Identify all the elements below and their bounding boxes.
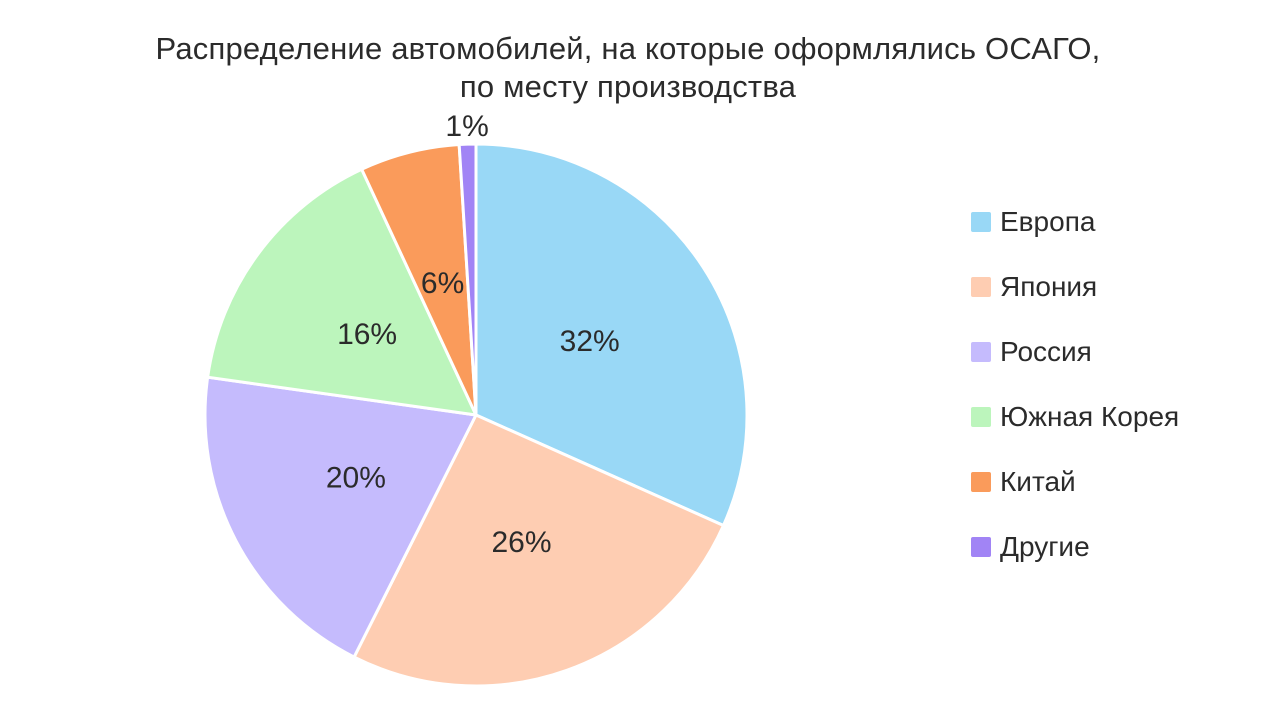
chart-title-line2: по месту производства [459,69,797,104]
legend-swatch [971,212,991,232]
pie-slice-yaponiya[interactable] [352,413,725,688]
legend: Европа Япония Россия Южная Корея Китай Другие [971,206,1179,563]
legend-label: Другие [1000,531,1090,562]
legend-swatch [971,277,991,297]
pie-label-kitay: 6% [421,267,464,300]
legend-item-yaponiya[interactable]: Япония [971,271,1179,303]
legend-label: Европа [1000,206,1096,237]
pie-slice-yuzhnaya-koreya[interactable] [206,167,478,417]
legend-item-europa[interactable]: Европа [971,206,1179,238]
pie-label-yaponiya: 26% [491,526,551,559]
legend-item-drugie[interactable]: Другие [971,531,1179,563]
pie-slice-drugie[interactable] [457,142,478,417]
pie-slice-europa[interactable] [474,142,749,527]
legend-swatch [971,407,991,427]
legend-swatch [971,342,991,362]
legend-label: Китай [1000,466,1076,497]
legend-swatch [971,537,991,557]
chart-title: Распределение автомобилей, на которые оф… [0,30,1256,106]
pie-label-rossiya: 20% [326,461,386,494]
pie-slice-rossiya[interactable] [203,375,478,659]
legend-label: Россия [1000,336,1092,367]
legend-item-rossiya[interactable]: Россия [971,336,1179,368]
legend-item-kitay[interactable]: Китай [971,466,1179,498]
legend-label: Япония [1000,271,1098,302]
legend-item-yuzhnaya-koreya[interactable]: Южная Корея [971,401,1179,433]
pie-label-yuzhnaya-koreya: 16% [337,318,397,351]
legend-label: Южная Корея [1000,401,1180,432]
pie-label-drugie: 1% [445,110,488,143]
pie-label-europa: 32% [560,325,620,358]
chart-title-line1: Распределение автомобилей, на которые оф… [155,31,1101,66]
legend-swatch [971,472,991,492]
